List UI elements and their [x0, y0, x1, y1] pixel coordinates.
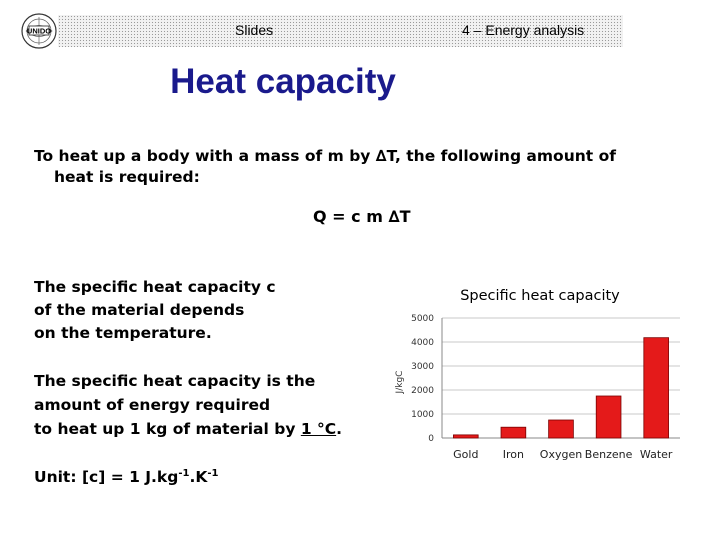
para1-line-2: of the material depends	[34, 301, 245, 319]
unit-exp-1: -1	[178, 468, 190, 479]
y-tick-label: 2000	[411, 386, 434, 396]
y-tick-label: 3000	[411, 362, 434, 372]
header-band	[58, 15, 623, 47]
x-tick-label: Benzene	[585, 448, 633, 461]
y-tick-label: 5000	[411, 314, 434, 324]
y-tick-label: 4000	[411, 338, 434, 348]
bar-iron	[500, 426, 527, 439]
chart-title: Specific heat capacity	[460, 288, 620, 304]
x-tick-label: Gold	[453, 448, 478, 461]
unit-middle: .K	[189, 468, 208, 487]
y-axis-label: J/kgC	[395, 371, 405, 395]
unit-prefix: Unit: [c] = 1 J.kg	[34, 468, 179, 487]
header-slides-label: Slides	[235, 22, 274, 38]
intro-line-2: heat is required:	[54, 168, 200, 186]
para1-line-1: The specific heat capacity c	[34, 278, 276, 296]
unido-logo: UNIDO	[21, 13, 57, 49]
page-title: Heat capacity	[170, 62, 396, 101]
specific-heat-chart: 0 1000 2000 3000 4000 5000 J/kgC Gold Iron Oxygen…	[395, 314, 680, 461]
intro-line-1: To heat up a body with a mass of m by ∆T…	[34, 147, 616, 165]
para2-line-3-suffix: .	[336, 420, 343, 438]
bar-benzene	[595, 395, 622, 439]
para2-line-2: amount of energy required	[34, 396, 271, 414]
para1-line-3: on the temperature.	[34, 324, 212, 342]
x-tick-label: Water	[640, 448, 673, 461]
para2-line-3-prefix: to heat up 1 kg of material by	[34, 420, 301, 438]
x-tick-label: Oxygen	[540, 448, 582, 461]
unit-exp-2: -1	[207, 468, 219, 479]
header-section-label: 4 – Energy analysis	[462, 22, 585, 38]
para2-line-1: The specific heat capacity is the	[34, 372, 316, 390]
svg-text:UNIDO: UNIDO	[27, 27, 51, 36]
y-tick-label: 1000	[411, 410, 434, 420]
bar-gold	[453, 434, 479, 439]
temperature-unit-underlined: 1 °C	[300, 420, 337, 438]
unit-line: Unit: [c] = 1 J.kg-1.K-1	[34, 463, 218, 488]
x-tick-label: Iron	[503, 448, 524, 461]
y-tick-label: 0	[428, 434, 434, 444]
bar-oxygen	[548, 419, 574, 439]
bar-water	[643, 337, 669, 439]
para2-line-3: to heat up 1 kg of material by 1 °C.	[34, 419, 342, 440]
heat-formula: Q = c m ∆T	[313, 207, 411, 226]
